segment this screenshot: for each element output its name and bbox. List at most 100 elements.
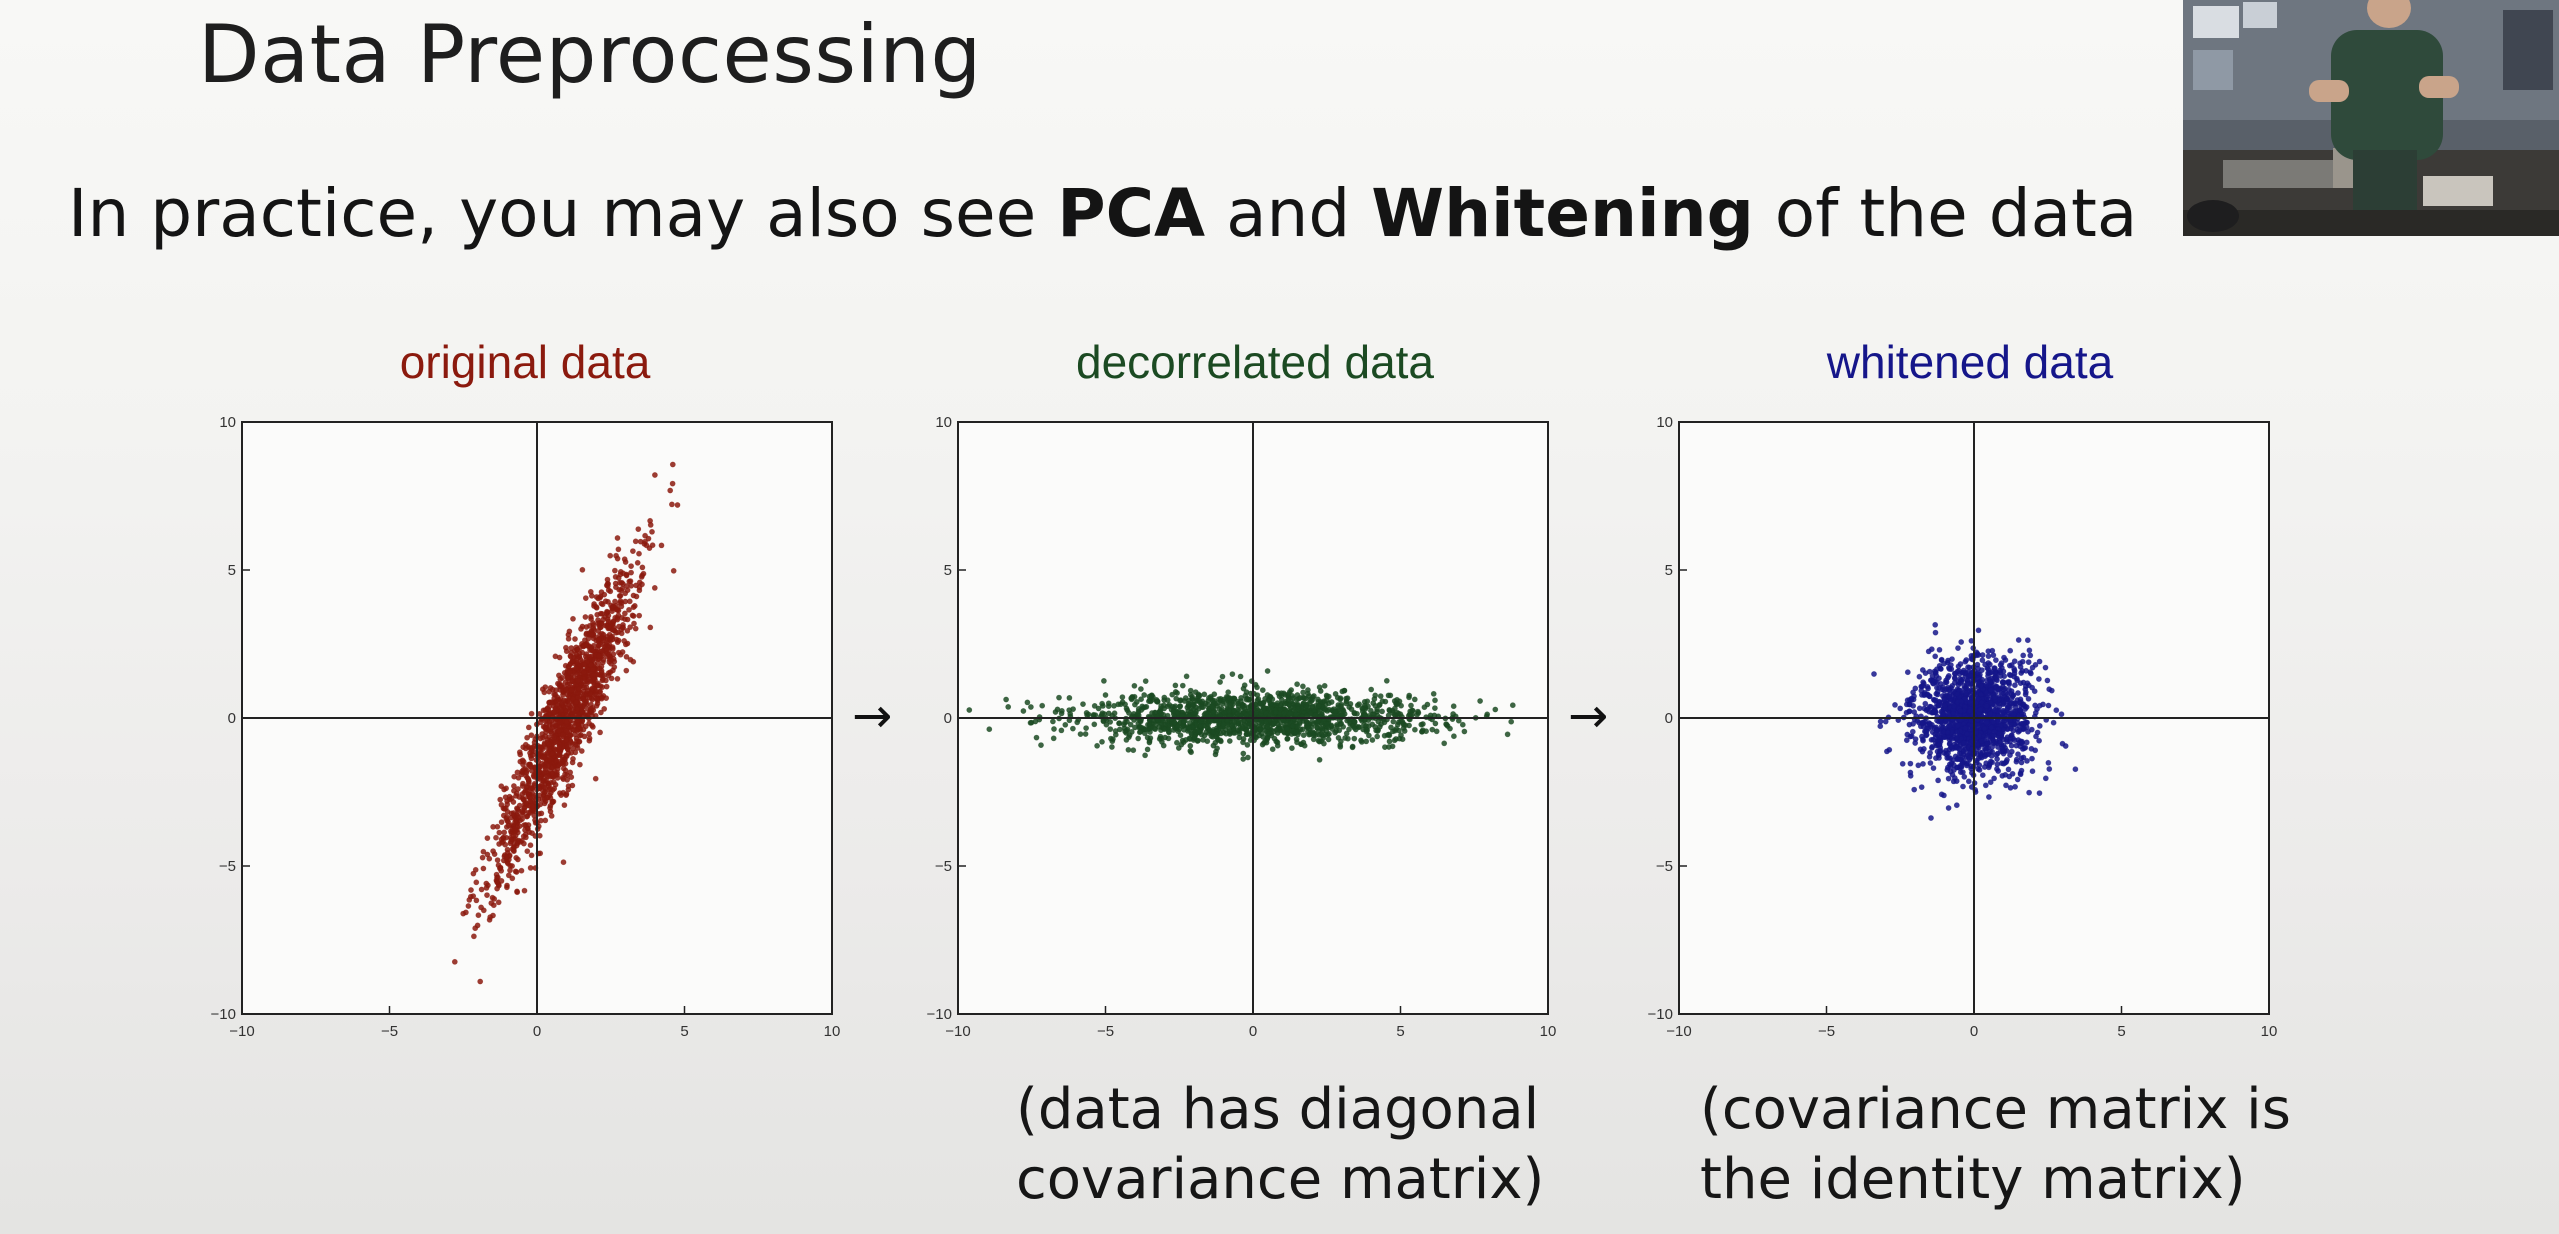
scatter-point [608,656,615,663]
scatter-point [1432,697,1438,704]
scatter-point [1459,721,1466,728]
scatter-point [504,798,510,804]
scatter-point [1316,756,1323,763]
caption-decorrelated-line-1: (data has diagonal [1016,1077,1540,1142]
scatter-point [1306,693,1312,699]
scatter-point [1239,724,1246,730]
scatter-point [1189,695,1196,702]
scatter-point [523,769,530,776]
scatter-point [2015,751,2021,758]
scatter-point [1161,694,1168,701]
scatter-point [582,614,589,620]
scatter-point [1945,754,1952,761]
scatter-point [1269,746,1276,753]
scatter-point [630,613,637,619]
caption-decorrelated: (data has diagonal covariance matrix) [1016,1075,1544,1215]
scatter-point [581,684,588,691]
scatter-point [513,869,520,875]
scatter-point [514,889,521,896]
scatter-point [2024,637,2031,644]
scatter-point [1293,736,1300,743]
scatter-point [546,755,553,762]
scatter-point [1160,702,1167,709]
y-tick-label: 5 [228,562,236,579]
scatter-point [2072,766,2079,773]
scatter-point [601,705,608,712]
scatter-point [1393,701,1400,708]
scatter-point [1388,724,1394,731]
scatter-point [2045,759,2052,766]
scatter-point [491,895,498,902]
scatter-point [1386,738,1393,745]
scatter-point [550,709,557,715]
scatter-point [1173,739,1180,746]
scatter-point [556,752,563,759]
scatter-point [603,608,610,615]
scatter-point [1958,698,1965,705]
scatter-point [1131,724,1138,731]
scatter-point [1321,682,1328,689]
scatter-point [1294,692,1301,698]
scatter-point [609,645,616,652]
scatter-point [560,776,567,782]
scatter-point [1058,710,1065,717]
scatter-point [1273,726,1280,733]
scatter-point [1188,749,1194,756]
scatter-point [1919,736,1926,743]
scatter-point [2018,767,2025,774]
scatter-point [1196,692,1203,699]
scatter-point [588,615,594,622]
y-tick-label: 0 [944,710,952,727]
scatter-point [1983,703,1990,709]
scatter-point [1924,691,1931,698]
scatter-point [1949,735,1955,742]
scatter-point [1243,689,1250,695]
scatter-point [1321,706,1328,713]
scatter-point [1965,778,1972,785]
scatter-point [1269,696,1276,703]
scatter-point [1240,756,1247,762]
scatter-point [1209,703,1215,710]
scatter-point [1323,692,1330,699]
scatter-point [1257,700,1264,707]
scatter-point [1966,672,1973,679]
scatter-point [484,851,491,858]
scatter-point [503,854,510,860]
scatter-point [540,754,547,761]
slide-title: Data Preprocessing [198,8,982,101]
subtitle-text-1: In practice, you may also see [68,175,1058,252]
scatter-point [614,675,621,682]
scatter-point [604,576,611,583]
scatter-point [478,886,485,893]
scatter-point [483,884,490,891]
scatter-point [1374,708,1380,715]
scatter-point [1992,657,1999,663]
scatter-point [1928,815,1934,821]
scatter-point [524,734,530,741]
scatter-point [1941,697,1948,703]
scatter-point [514,856,521,863]
scatter-point [498,877,505,884]
scatter-point [1213,748,1219,755]
scatter-point [628,563,634,569]
y-tick-label: −10 [927,1006,952,1023]
scatter-point [1918,784,1925,790]
caption-whitened-line-1: (covariance matrix is [1700,1077,2291,1142]
scatter-point [651,472,658,478]
scatter-point [564,772,570,778]
scatter-point [1343,698,1350,705]
scatter-point [1978,738,1985,744]
scatter-point [1938,791,1945,798]
scatter-point [1871,671,1877,677]
scatter-point [518,771,525,778]
scatter-point [1154,698,1161,705]
scatter-point [1922,700,1929,707]
scatter-point [647,517,653,524]
scatter-point [1946,723,1953,729]
scatter-point [1930,736,1937,743]
scatter-point [1038,742,1044,748]
scatter-point [1983,751,1990,758]
scatter-point [1987,779,1994,786]
